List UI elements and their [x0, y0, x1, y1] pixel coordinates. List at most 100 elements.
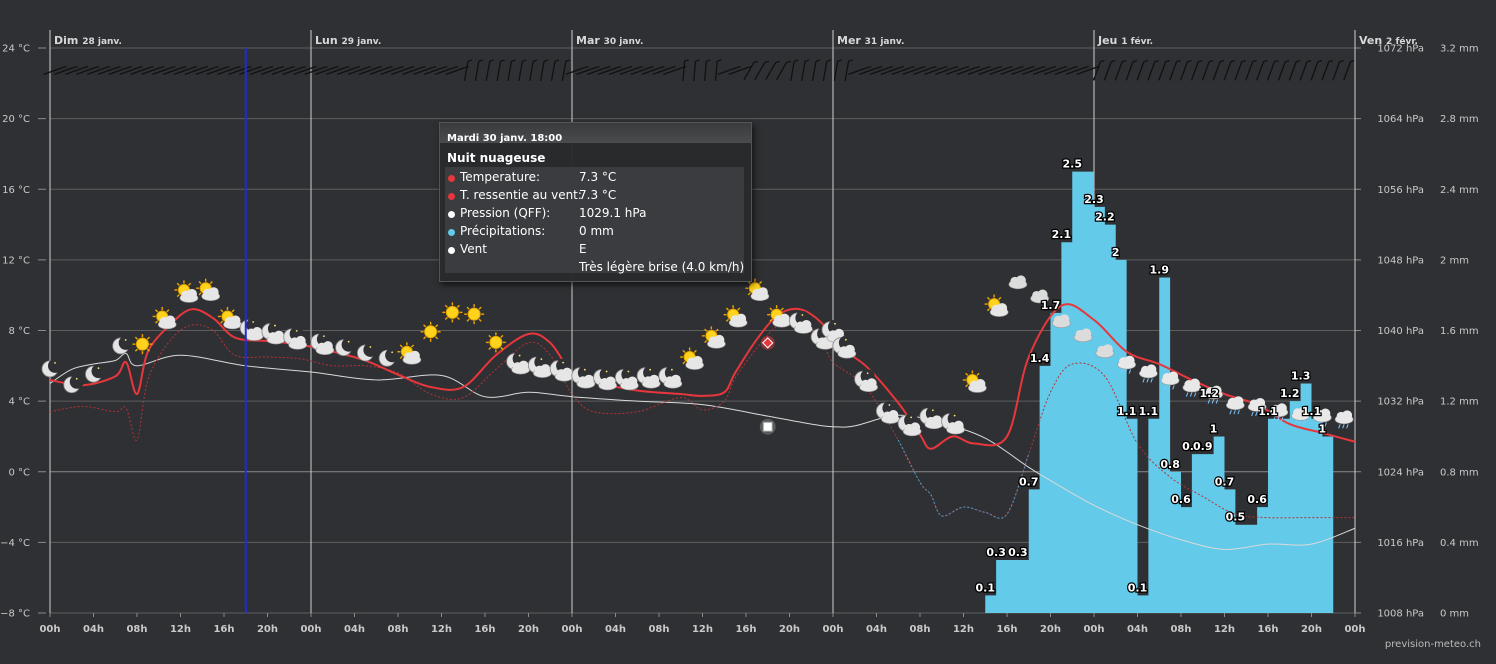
- moon-cloud-icon: [261, 321, 286, 345]
- x-tick-label: 00h: [561, 624, 582, 635]
- wind-arrow: [598, 66, 618, 76]
- wind-arrow: [913, 66, 933, 76]
- day-date: 31 janv.: [865, 37, 905, 47]
- wind-arrow: [956, 66, 977, 76]
- wind-arrow: [434, 66, 455, 76]
- series-dot-icon: [448, 229, 455, 236]
- cloud-icon: [1073, 328, 1093, 343]
- cloud-puff: [1081, 328, 1092, 339]
- wind-arrow-head: [932, 65, 937, 69]
- cloud-puff: [208, 287, 219, 298]
- wind-arrow: [380, 66, 400, 76]
- wind-arrow: [239, 66, 259, 76]
- wind-arrow-head: [1165, 59, 1170, 63]
- sun-ray: [435, 336, 439, 340]
- wind-arrow-head: [1328, 59, 1333, 63]
- wind-arrow-head: [753, 60, 759, 63]
- wind-arrow: [485, 61, 491, 81]
- star: [518, 354, 521, 357]
- wind-arrow: [790, 61, 795, 81]
- moon-cloud-icon: [658, 365, 683, 389]
- x-tick-label: 08h: [648, 624, 669, 635]
- cloud-puff: [866, 378, 877, 389]
- wind-arrow: [518, 61, 524, 81]
- wind-arrow: [206, 66, 226, 76]
- sun-ray: [682, 361, 686, 365]
- wind-arrow: [967, 66, 987, 76]
- moon-shadow: [118, 335, 133, 350]
- wind-arrow: [703, 60, 708, 82]
- y-tick-label-pressure: 1008 hPa: [1377, 609, 1424, 620]
- cloud-puff: [165, 315, 176, 326]
- wind-arrow: [1321, 61, 1330, 81]
- day-name: Ven: [1359, 34, 1386, 47]
- star: [540, 358, 543, 361]
- wind-arrow: [54, 66, 74, 76]
- wind-arrow-head: [975, 65, 981, 69]
- wind-arrow-head: [138, 65, 143, 69]
- rain-drop: [1142, 378, 1145, 383]
- wind-arrow: [282, 66, 302, 76]
- moon-cloud-icon: [549, 358, 574, 382]
- wind-arrow-head: [1209, 59, 1214, 63]
- wind-arrow: [682, 60, 686, 82]
- wind-arrow-head: [605, 65, 611, 69]
- wind-arrow-head: [105, 65, 111, 69]
- wind-arrow: [326, 66, 346, 76]
- rain-icon: [1117, 355, 1136, 374]
- x-tick-label: 00h: [1083, 624, 1104, 635]
- sun-ray: [488, 346, 492, 350]
- wind-arrow: [65, 66, 85, 76]
- wind-arrow: [217, 66, 237, 76]
- moon-cloud-icon: [919, 406, 944, 430]
- sun-ray: [444, 316, 448, 320]
- y-tick-label-temperature: 4 °C: [8, 397, 30, 408]
- wind-arrow-head: [660, 65, 665, 69]
- sun-cloud-icon: [174, 280, 199, 303]
- cloud-puff: [801, 319, 812, 330]
- x-tick-label: 16h: [213, 624, 234, 635]
- wind-arrow-head: [1263, 59, 1268, 63]
- wind-arrow: [358, 66, 378, 76]
- wind-arrow-head: [1350, 59, 1355, 63]
- rain-drop: [1280, 417, 1284, 422]
- wind-arrow: [108, 66, 128, 76]
- y-tick-label-pressure: 1024 hPa: [1377, 467, 1424, 478]
- rain-drop: [1255, 411, 1258, 417]
- cloud-puff: [1211, 385, 1222, 396]
- y-tick-label-temperature: 20 °C: [2, 114, 30, 125]
- sun-ray: [134, 348, 138, 352]
- wind-arrow: [1332, 61, 1341, 81]
- sun-ray: [176, 294, 180, 298]
- moon-shadow: [69, 374, 84, 389]
- tooltip-label: Temperature:: [460, 170, 541, 184]
- x-tick-label: 00h: [822, 624, 843, 635]
- wind-arrow: [43, 66, 63, 76]
- x-tick-label: 04h: [1127, 624, 1148, 635]
- wind-arrow-head: [1100, 59, 1105, 63]
- wind-arrow-head: [815, 59, 821, 62]
- cloud-puff: [844, 344, 855, 355]
- wind-arrow-head: [1062, 65, 1068, 69]
- wind-arrow-head: [489, 59, 494, 62]
- wind-arrow: [1256, 61, 1265, 81]
- sun-ray: [769, 318, 773, 322]
- cloud-puff: [931, 415, 942, 426]
- x-tick-label: 20h: [779, 624, 800, 635]
- wind-arrow-head: [257, 65, 263, 69]
- wind-arrow: [946, 66, 966, 76]
- wind-arrow: [1288, 61, 1297, 81]
- wind-arrow-head: [236, 65, 241, 69]
- wind-arrow-head: [127, 65, 132, 69]
- wind-arrow-head: [584, 65, 589, 69]
- windchill-line-cold: [897, 439, 1030, 519]
- sun-ray: [747, 292, 751, 296]
- wind-arrow: [565, 66, 585, 76]
- x-tick-label: 08h: [126, 624, 147, 635]
- sun-cloud-icon: [767, 305, 791, 328]
- star: [844, 338, 847, 341]
- wind-arrow-head: [1306, 59, 1312, 63]
- cloud-puff: [1168, 371, 1179, 382]
- wind-arrow: [1343, 61, 1352, 81]
